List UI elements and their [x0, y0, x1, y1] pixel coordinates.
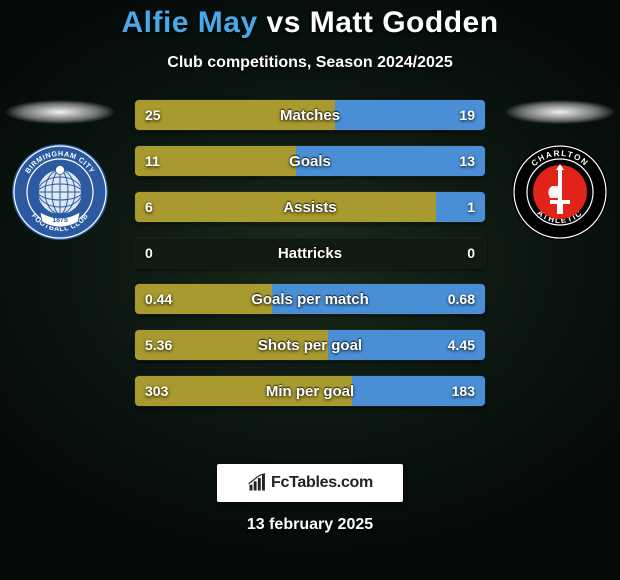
stat-bar-right [352, 376, 485, 406]
halo-left [5, 100, 115, 124]
stat-value-left: 0 [145, 238, 153, 268]
stat-bar-left [135, 284, 272, 314]
stat-bar-right [272, 284, 486, 314]
brand-badge: FcTables.com [217, 464, 403, 502]
stat-row: 303183Min per goal [135, 376, 485, 406]
date-text: 13 february 2025 [0, 516, 620, 534]
stat-bar-right [296, 146, 485, 176]
stat-bar-right [328, 330, 486, 360]
page-title: Alfie May vs Matt Godden [0, 0, 620, 40]
birmingham-crest-icon: BIRMINGHAM CITY FOOTBALL CLUB 1875 [10, 142, 110, 242]
stat-row: 1113Goals [135, 146, 485, 176]
crest-left-ribbon: 1875 [52, 217, 68, 224]
stat-row: 5.364.45Shots per goal [135, 330, 485, 360]
content: Alfie May vs Matt Godden Club competitio… [0, 0, 620, 580]
stat-row: 2519Matches [135, 100, 485, 130]
right-crest-wrap: CHARLTON ATHLETIC [500, 100, 620, 242]
stat-bar-left [135, 146, 296, 176]
brand-chart-icon [247, 473, 267, 493]
stat-bar-left [135, 100, 335, 130]
charlton-crest-icon: CHARLTON ATHLETIC [510, 142, 610, 242]
stat-label: Hattricks [135, 238, 485, 268]
stat-row: 61Assists [135, 192, 485, 222]
stat-bar-right [436, 192, 485, 222]
stat-bars: 2519Matches 1113Goals 61Assists 0 0Hattricks… [135, 100, 485, 422]
stat-bar-left [135, 192, 436, 222]
stat-row: 0.440.68Goals per match [135, 284, 485, 314]
stat-bar-right [335, 100, 486, 130]
player1-name: Alfie May [121, 6, 257, 39]
stat-bar-left [135, 376, 352, 406]
stat-bar-left [135, 330, 328, 360]
subtitle: Club competitions, Season 2024/2025 [0, 54, 620, 72]
left-crest-wrap: BIRMINGHAM CITY FOOTBALL CLUB 1875 [0, 100, 120, 242]
comparison-area: BIRMINGHAM CITY FOOTBALL CLUB 1875 [0, 100, 620, 440]
vs-text: vs [267, 6, 301, 39]
brand-text: FcTables.com [271, 474, 373, 492]
stat-row: 0 0Hattricks [135, 238, 485, 268]
player2-name: Matt Godden [310, 6, 499, 39]
halo-right [505, 100, 615, 124]
stat-value-right: 0 [467, 238, 475, 268]
